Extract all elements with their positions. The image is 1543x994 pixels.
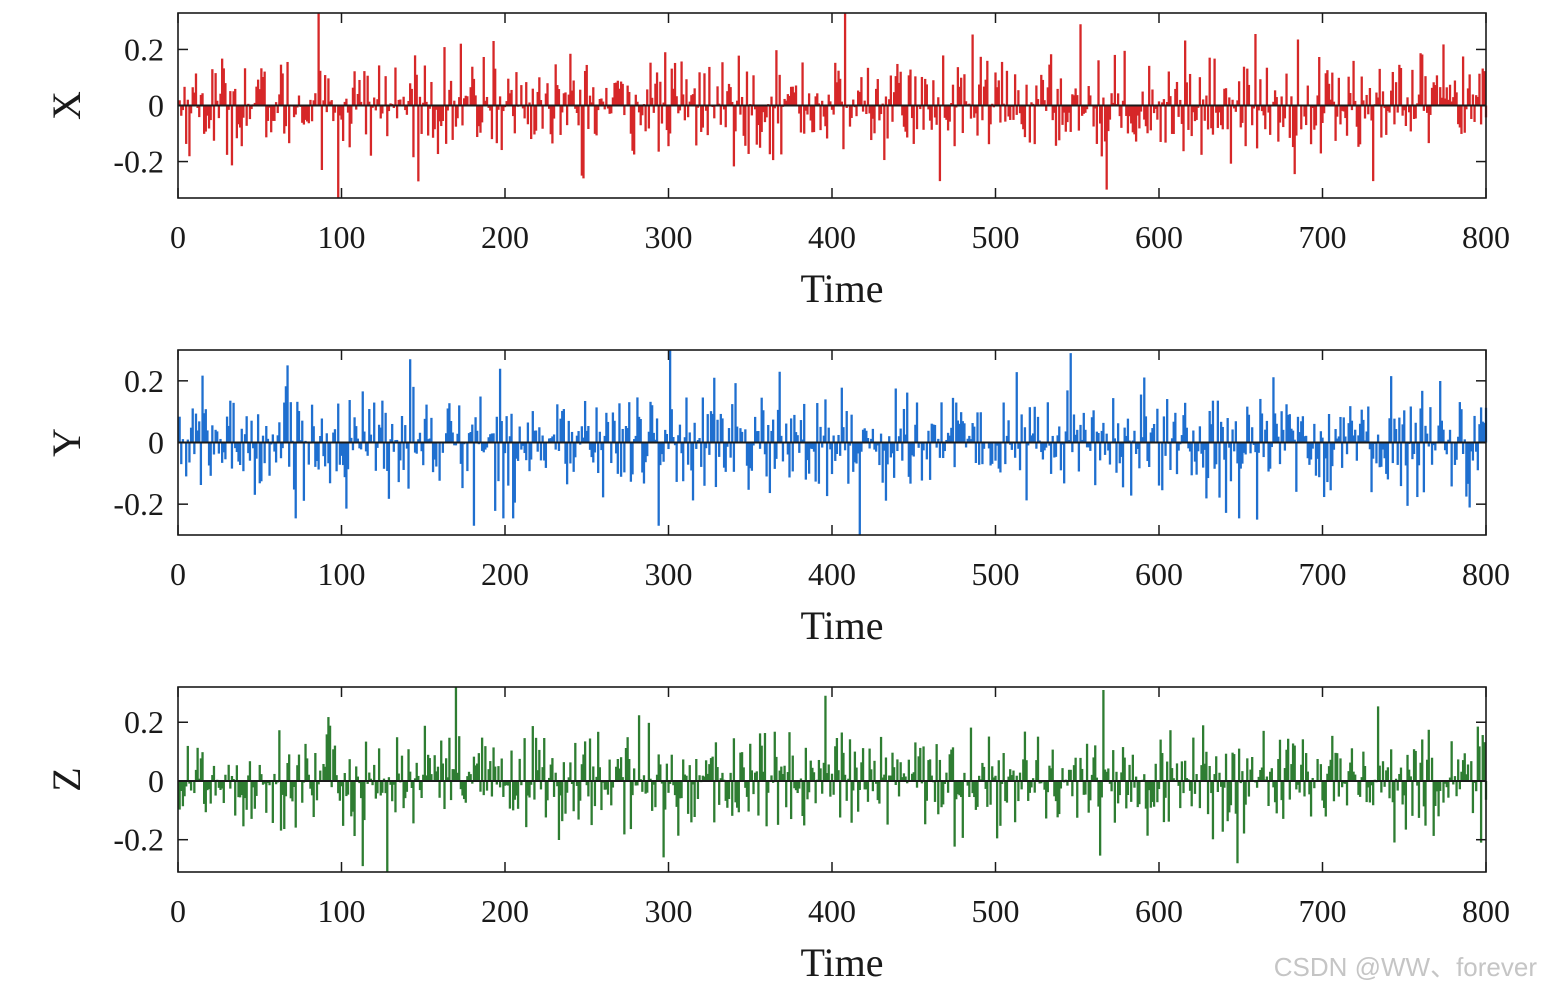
x-tick-label: 100 <box>318 219 366 255</box>
x-tick-label: 0 <box>170 556 186 592</box>
x-tick-label: 0 <box>170 219 186 255</box>
x-tick-label: 200 <box>481 219 529 255</box>
y-tick-label: 0.2 <box>124 363 164 399</box>
x-tick-label: 0 <box>170 893 186 929</box>
x-tick-label: 700 <box>1299 556 1347 592</box>
x-tick-label: 400 <box>808 556 856 592</box>
y-tick-label: 0 <box>148 88 164 124</box>
series-x-stems <box>178 13 1488 198</box>
x-tick-label: 500 <box>972 893 1020 929</box>
y-axis-title: Y <box>44 428 89 457</box>
y-axis-title: Z <box>44 767 89 791</box>
watermark: CSDN @WW、forever <box>1273 952 1537 982</box>
x-tick-label: 100 <box>318 556 366 592</box>
x-tick-label: 800 <box>1462 893 1510 929</box>
series-z-stems <box>178 687 1488 872</box>
x-tick-label: 300 <box>645 219 693 255</box>
panel-x: 0 100 200 300 400 500 600 700 800 0.2 0 -0.2 Time X <box>44 12 1510 311</box>
x-tick-label: 700 <box>1299 893 1347 929</box>
x-tick-label: 600 <box>1135 556 1183 592</box>
x-tick-label: 200 <box>481 556 529 592</box>
x-tick-label: 400 <box>808 219 856 255</box>
series-y-stems <box>178 350 1488 535</box>
y-tick-label: 0 <box>148 425 164 461</box>
x-tick-label: 400 <box>808 893 856 929</box>
x-tick-label: 300 <box>645 556 693 592</box>
x-tick-label: 100 <box>318 893 366 929</box>
x-axis-title: Time <box>800 266 883 311</box>
y-tick-label: -0.2 <box>113 486 164 522</box>
x-tick-label: 500 <box>972 219 1020 255</box>
x-tick-label: 600 <box>1135 893 1183 929</box>
y-tick-label: 0 <box>148 763 164 799</box>
x-axis-title: Time <box>800 603 883 648</box>
y-tick-label: 0.2 <box>124 704 164 740</box>
x-tick-label: 600 <box>1135 219 1183 255</box>
y-axis-title: X <box>44 91 89 120</box>
x-tick-label: 800 <box>1462 556 1510 592</box>
x-tick-label: 800 <box>1462 219 1510 255</box>
y-tick-label: -0.2 <box>113 144 164 180</box>
x-tick-label: 300 <box>645 893 693 929</box>
x-tick-label: 700 <box>1299 219 1347 255</box>
y-tick-label: -0.2 <box>113 822 164 858</box>
x-axis-title: Time <box>800 940 883 985</box>
x-tick-label: 200 <box>481 893 529 929</box>
y-tick-label: 0.2 <box>124 31 164 67</box>
x-tick-label: 500 <box>972 556 1020 592</box>
